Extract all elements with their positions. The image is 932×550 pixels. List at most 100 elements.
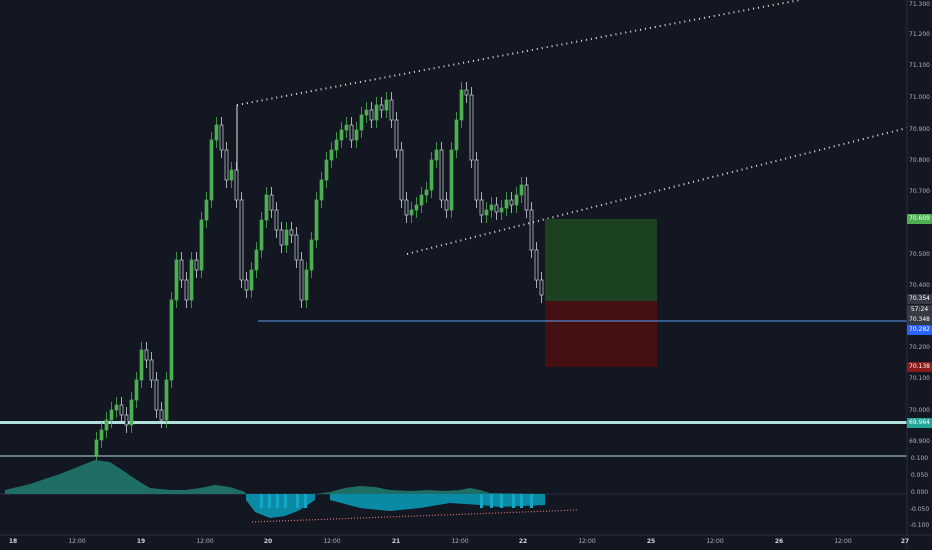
candle-body bbox=[284, 229, 289, 246]
price-tick: 70.800 bbox=[909, 157, 930, 164]
candle-body bbox=[469, 94, 474, 161]
candle-body bbox=[429, 159, 434, 191]
channel-upper-line[interactable] bbox=[236, 0, 801, 106]
candle-body bbox=[299, 259, 304, 301]
price-tick: 70.400 bbox=[909, 282, 930, 289]
candle-body bbox=[459, 89, 464, 121]
candle-body bbox=[414, 204, 419, 211]
take-profit-badge: 70.609 bbox=[907, 214, 932, 224]
indicator-bar bbox=[512, 494, 515, 508]
candle-body bbox=[149, 359, 154, 381]
candle-body bbox=[409, 209, 414, 216]
candle-body bbox=[369, 109, 374, 121]
candle-body bbox=[279, 229, 284, 246]
candle-body bbox=[294, 234, 299, 261]
indicator-tick: 0.000 bbox=[910, 489, 929, 496]
candle-body bbox=[319, 179, 324, 201]
candle-body bbox=[289, 229, 294, 236]
candle-body bbox=[339, 129, 344, 141]
support-price-badge: 70.282 bbox=[907, 325, 932, 335]
price-tick: 70.100 bbox=[909, 375, 930, 382]
candle-body bbox=[404, 199, 409, 216]
indicator-bar bbox=[260, 494, 263, 508]
candle-body bbox=[494, 204, 499, 213]
candle-body bbox=[309, 239, 314, 271]
candle-body bbox=[519, 184, 524, 196]
loss-zone[interactable] bbox=[545, 301, 657, 367]
indicator-tick: -0.050 bbox=[909, 506, 930, 513]
price-tick: 71.300 bbox=[909, 1, 930, 8]
candle-body bbox=[124, 414, 129, 426]
candle-body bbox=[114, 404, 119, 411]
candle-body bbox=[344, 124, 349, 131]
price-tick: 71.000 bbox=[909, 94, 930, 101]
channel-lower-line[interactable] bbox=[406, 127, 908, 255]
candle-body bbox=[199, 219, 204, 271]
candle-body bbox=[514, 194, 519, 206]
candle-body bbox=[179, 259, 184, 281]
time-tick: 19 bbox=[136, 538, 146, 545]
indicator-area-positive-2 bbox=[315, 486, 545, 494]
candle-body bbox=[424, 189, 429, 196]
candle-body bbox=[329, 149, 334, 161]
indicator-bar bbox=[480, 494, 483, 508]
indicator-bar bbox=[490, 494, 493, 508]
candle-body bbox=[244, 279, 249, 291]
candle-body bbox=[119, 404, 124, 416]
time-tick: 27 bbox=[900, 538, 910, 545]
indicator-histogram bbox=[260, 494, 533, 508]
candle-body bbox=[164, 379, 169, 421]
candle-body bbox=[434, 149, 439, 161]
time-tick: 12:00 bbox=[834, 538, 852, 545]
candle-body bbox=[449, 149, 454, 211]
candle-body bbox=[334, 139, 339, 151]
candle-body bbox=[274, 209, 279, 231]
chart-background bbox=[0, 0, 907, 550]
candle-body bbox=[534, 249, 539, 281]
indicator-divergence-line[interactable] bbox=[251, 509, 579, 523]
candle-body bbox=[144, 349, 149, 361]
candle-body bbox=[374, 104, 379, 121]
candle-body bbox=[129, 399, 134, 426]
price-tick: 71.200 bbox=[909, 31, 930, 38]
time-tick: 12:00 bbox=[578, 538, 596, 545]
candle-body bbox=[174, 259, 179, 301]
candle-body bbox=[269, 194, 274, 211]
candle-body bbox=[99, 429, 104, 441]
candle-body bbox=[504, 199, 509, 209]
price-tick: 69.900 bbox=[909, 438, 930, 445]
candle-body bbox=[379, 104, 384, 111]
candle-body bbox=[444, 199, 449, 211]
price-tick: 70.900 bbox=[909, 126, 930, 133]
candle-body bbox=[359, 114, 364, 131]
candle-body bbox=[524, 184, 529, 211]
indicator-bar bbox=[530, 494, 533, 508]
candle-body bbox=[139, 349, 144, 381]
candle-body bbox=[169, 299, 174, 381]
price-tick: 70.000 bbox=[909, 407, 930, 414]
candle-body bbox=[454, 119, 459, 151]
time-tick: 12:00 bbox=[196, 538, 214, 545]
price-tick: 70.500 bbox=[909, 251, 930, 258]
time-tick: 12:00 bbox=[323, 538, 341, 545]
indicator-bar bbox=[304, 494, 307, 508]
horizontal-level-69964[interactable] bbox=[0, 421, 907, 424]
countdown-badge: 57:24 bbox=[907, 305, 932, 315]
candle-body bbox=[354, 129, 359, 141]
candle-body bbox=[509, 199, 514, 206]
candle-body bbox=[234, 169, 239, 201]
candle-body bbox=[394, 119, 399, 151]
indicator-bar bbox=[276, 494, 279, 508]
candle-body bbox=[214, 124, 219, 141]
candle-body bbox=[529, 209, 534, 251]
time-tick: 12:00 bbox=[451, 538, 469, 545]
candle-body bbox=[439, 149, 444, 201]
profit-zone[interactable] bbox=[545, 219, 657, 301]
candle-body bbox=[489, 204, 494, 211]
candle-body bbox=[324, 159, 329, 181]
indicator-bar bbox=[500, 494, 503, 508]
candle-body bbox=[464, 89, 469, 96]
candle-body bbox=[209, 139, 214, 201]
candle-body bbox=[194, 259, 199, 271]
